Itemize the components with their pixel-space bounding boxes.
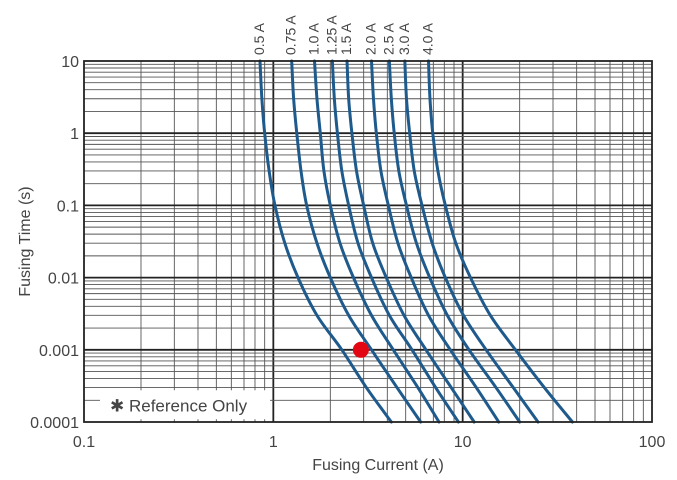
- series-line: [258, 59, 393, 424]
- series-label: 2.5 A: [380, 22, 396, 55]
- tick-labels: 0.1 1 10 100 0.0001 0.001 0.01 0.1 1 10: [30, 54, 665, 451]
- x-tick-label: 1: [269, 434, 278, 451]
- series-line: [290, 59, 423, 424]
- series-label: 2.0 A: [363, 22, 379, 55]
- series-line: [387, 59, 522, 424]
- highlight-marker: [352, 341, 369, 358]
- series-label: 4.0 A: [420, 22, 436, 55]
- series-line: [345, 59, 476, 424]
- x-tick-label: 100: [639, 434, 666, 451]
- series-label: 3.0 A: [396, 22, 412, 55]
- note-background: [100, 390, 270, 420]
- y-tick-label: 1: [70, 126, 79, 143]
- series-label: 1.5 A: [338, 22, 354, 55]
- series-label: 0.5 A: [251, 22, 267, 55]
- y-tick-label: 0.0001: [30, 415, 79, 432]
- x-axis-label: Fusing Current (A): [312, 457, 444, 474]
- y-tick-label: 0.01: [48, 271, 79, 288]
- series-line: [370, 59, 501, 424]
- x-tick-label: 0.1: [73, 434, 95, 451]
- grid: [84, 61, 652, 422]
- plot-frame: [83, 60, 653, 423]
- plot-border: [83, 60, 653, 423]
- series-labels: 0.5 A 0.75 A 1.0 A 1.25 A1.5 A 2.0 A 2.5 A 3.0…: [251, 15, 436, 55]
- x-tick-label: 10: [454, 434, 472, 451]
- axis-labels: Fusing Current (A) Fusing Time (s): [17, 186, 444, 474]
- series-label: 1.25 A: [323, 15, 339, 55]
- y-tick-label: 0.1: [57, 198, 79, 215]
- y-tick-label: 0.001: [39, 343, 79, 360]
- fuse-curves: [258, 59, 574, 424]
- series-label: 1.0 A: [306, 22, 322, 55]
- series-line: [427, 59, 574, 424]
- marker: [352, 341, 369, 358]
- reference-note: ✱ Reference Only: [100, 390, 270, 420]
- y-axis-label: Fusing Time (s): [17, 186, 34, 296]
- series-line: [403, 59, 540, 424]
- note-text: ✱ Reference Only: [110, 396, 248, 415]
- series-label: 0.75 A: [283, 15, 299, 55]
- series-line: [330, 59, 460, 424]
- series-line: [313, 59, 441, 424]
- y-tick-label: 10: [61, 54, 79, 71]
